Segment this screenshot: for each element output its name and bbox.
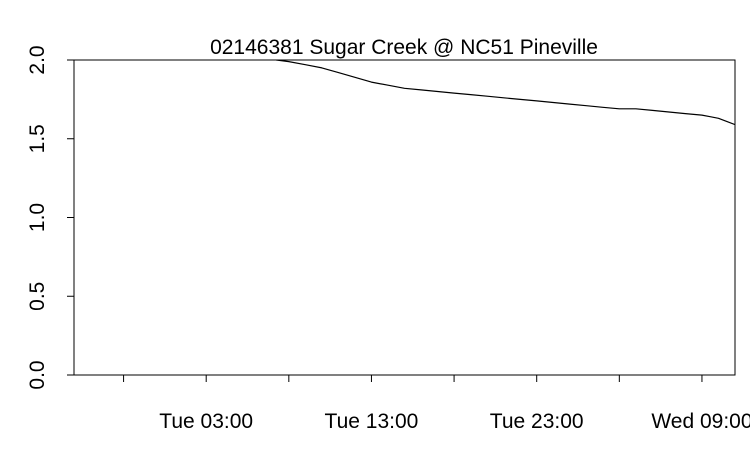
plot-area (73, 59, 736, 376)
series-line (273, 60, 735, 126)
y-tick-label: 1.0 (26, 203, 49, 232)
x-tick-label: Tue 03:00 (159, 410, 253, 433)
series-layer (273, 60, 735, 126)
y-tick-label: 0.5 (26, 282, 49, 311)
chart-title: 02146381 Sugar Creek @ NC51 Pineville (210, 36, 598, 59)
x-tick-label: Wed 09:00 (651, 410, 750, 433)
x-tick-label: Tue 13:00 (325, 410, 419, 433)
y-tick-label: 0.0 (26, 360, 49, 389)
y-tick-label: 1.5 (26, 124, 49, 153)
x-tick-label: Tue 23:00 (490, 410, 584, 433)
x-axis: Tue 03:00 Tue 13:00 Tue 23:00 Wed 09:00 (123, 375, 750, 433)
y-axis: 0.0 0.5 1.0 1.5 2.0 (26, 45, 74, 390)
y-tick-label: 2.0 (26, 45, 49, 74)
